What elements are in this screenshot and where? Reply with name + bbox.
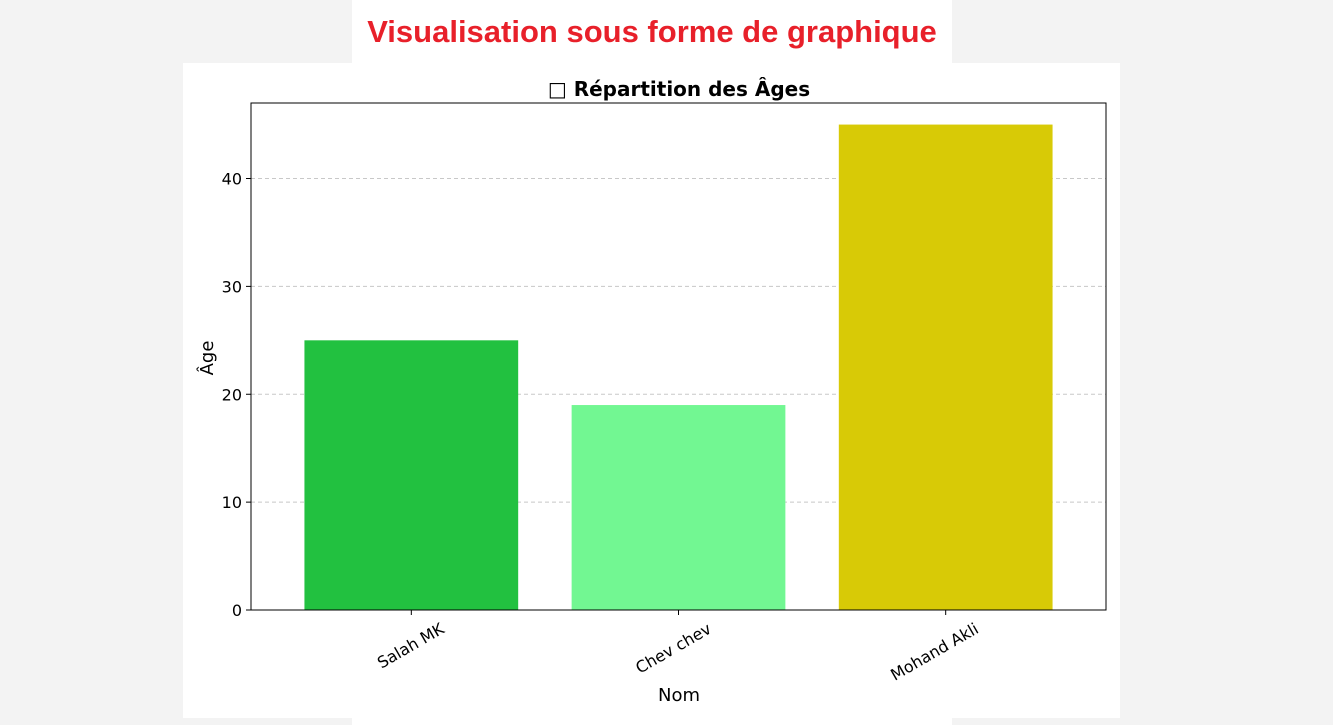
x-tick-label: Salah MK	[374, 619, 448, 673]
x-axis-label: Nom	[658, 685, 700, 706]
bar-chart: □ Répartition des Âges 0 10 20 30 40 Salah M…	[183, 63, 1120, 718]
y-tick-label: 20	[222, 385, 242, 404]
y-tick-label: 40	[222, 170, 242, 189]
bars	[304, 124, 1053, 610]
x-axis-ticks: Salah MK Chev chev Mohand Akli	[374, 610, 982, 684]
y-tick-label: 0	[232, 601, 242, 620]
bar-mohand-akli	[838, 124, 1053, 610]
bar-chev-chev	[571, 405, 786, 610]
bar-salah-mk	[304, 340, 519, 610]
page-heading: Visualisation sous forme de graphique	[367, 14, 937, 49]
y-axis-label: Âge	[196, 341, 218, 376]
chart-title: □ Répartition des Âges	[548, 77, 810, 101]
y-tick-label: 10	[222, 493, 242, 512]
y-tick-label: 30	[222, 277, 242, 296]
x-tick-label: Chev chev	[632, 619, 714, 677]
x-tick-label: Mohand Akli	[887, 619, 981, 684]
y-axis-ticks: 0 10 20 30 40	[222, 170, 251, 620]
chart-canvas: □ Répartition des Âges 0 10 20 30 40 Salah M…	[196, 77, 1107, 706]
